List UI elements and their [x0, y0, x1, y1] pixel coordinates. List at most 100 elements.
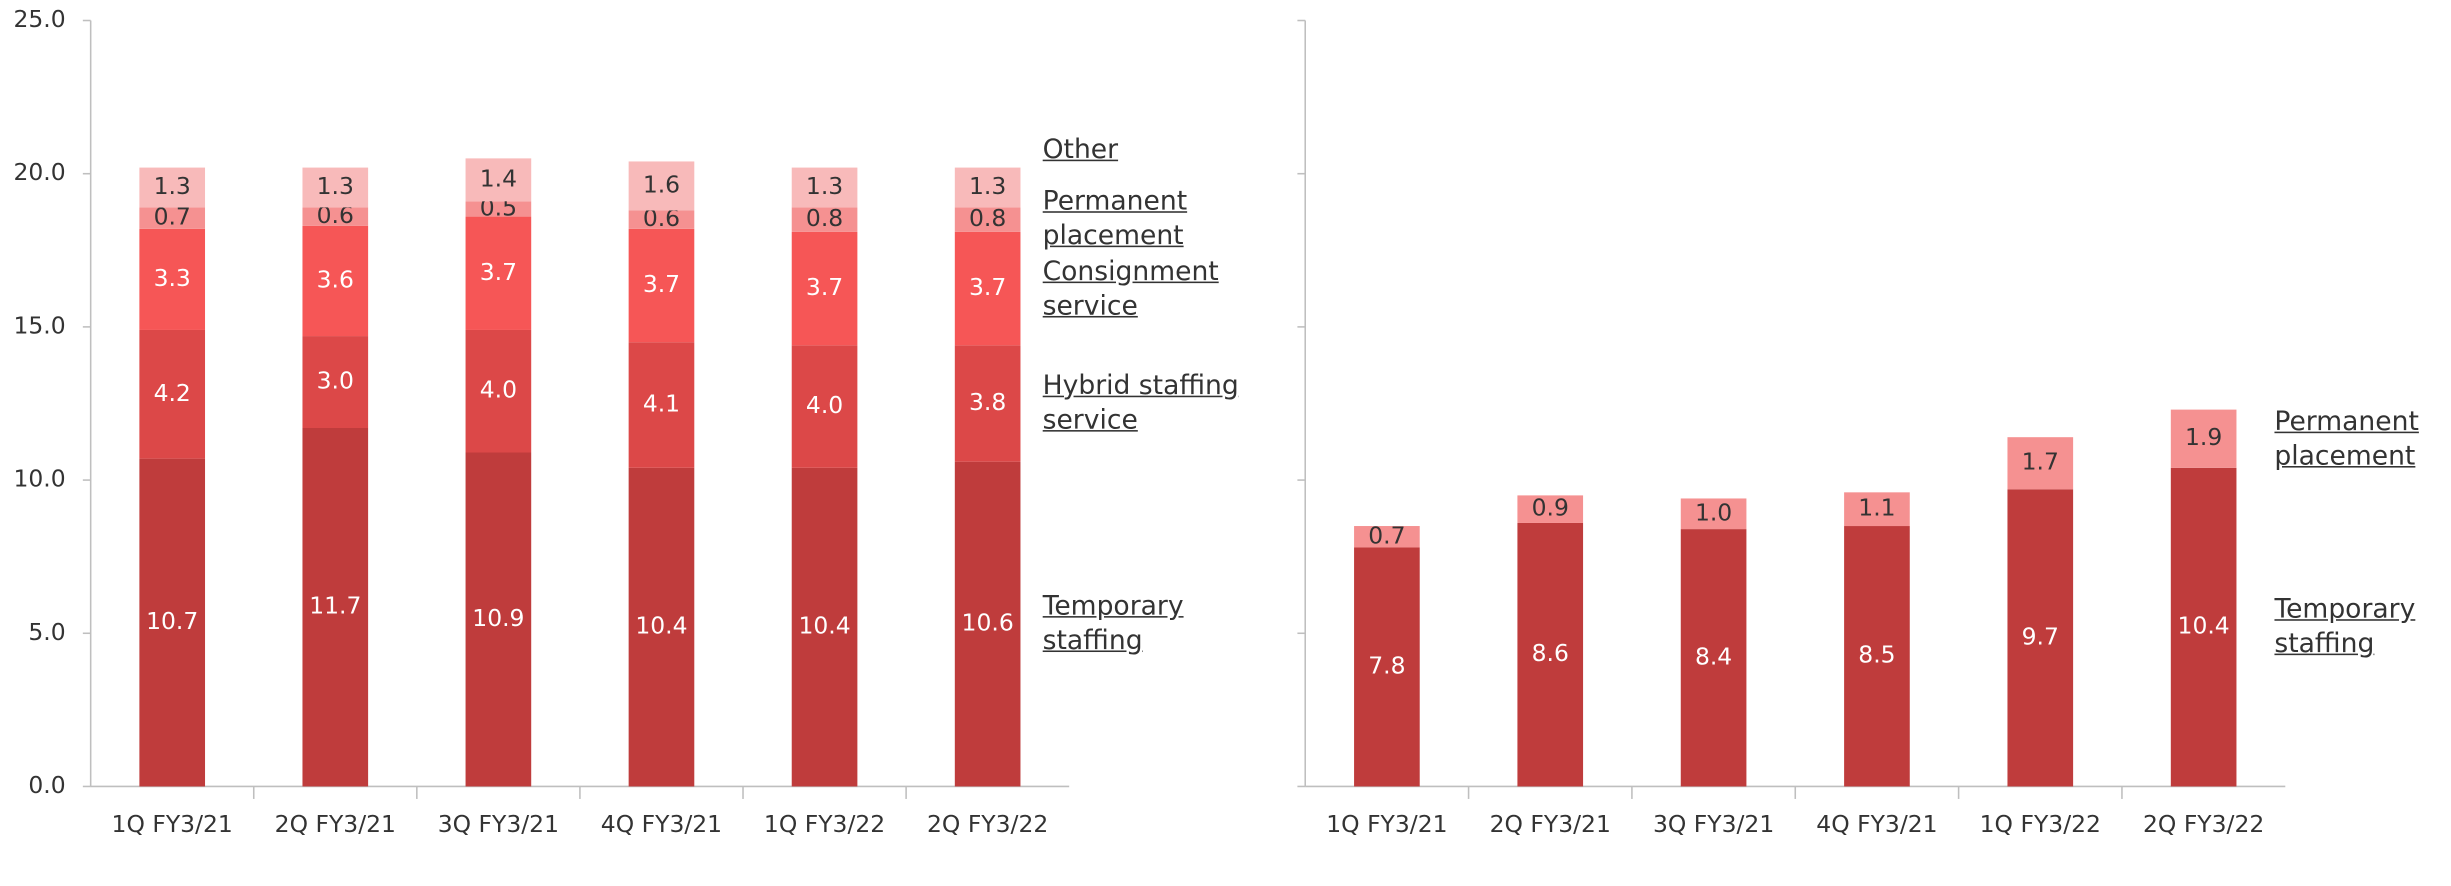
x-tick-label: 3Q FY3/21 [437, 809, 560, 839]
data-label: 1.1 [1858, 494, 1895, 522]
bar-segment [954, 207, 1021, 232]
x-tick-label: 2Q FY3/22 [926, 809, 1049, 839]
legend-label: Other [1042, 135, 1119, 167]
bar-segment [1844, 526, 1910, 787]
y-tick-label: 25.0 [13, 5, 65, 33]
x-tick-label: 3Q FY3/21 [1652, 809, 1775, 839]
x-tick-label-box: 1Q FY3/21 [111, 809, 233, 839]
x-tick-label-box: 1Q FY3/21 [1326, 809, 1448, 839]
legend-label-box: Permanent placement [2274, 406, 2419, 472]
data-label: 11.7 [309, 592, 361, 620]
x-tick-label-box: 1Q FY3/22 [763, 809, 886, 839]
y-tick-label: 0.0 [28, 771, 65, 799]
bar-segment [465, 329, 532, 453]
data-label: 1.0 [1695, 498, 1732, 526]
bar-segment [465, 201, 532, 217]
data-label: 9.7 [2022, 622, 2059, 650]
bar-segment [139, 458, 206, 787]
bar-segment [139, 228, 206, 330]
bar-segment [791, 167, 858, 208]
data-label: 1.3 [317, 172, 354, 200]
data-label: 10.4 [798, 612, 850, 640]
bar-segment [302, 207, 369, 226]
bar-segment [954, 345, 1021, 462]
bar-segment [302, 225, 369, 337]
bar-segment [139, 329, 206, 459]
bar-segment [791, 207, 858, 232]
bar-segment [139, 207, 206, 229]
x-tick-label-box: 1Q FY3/22 [1980, 810, 2101, 838]
data-label: 0.8 [969, 204, 1006, 232]
x-tick-label-box: 4Q FY3/21 [1816, 810, 1937, 838]
legend-label: Permanent placement [1042, 186, 1188, 253]
data-label: 1.9 [2185, 423, 2222, 451]
bar-segment [465, 158, 532, 202]
data-label: 10.7 [146, 607, 198, 635]
data-label: 3.7 [480, 258, 517, 286]
x-tick-label: 2Q FY3/22 [2142, 809, 2265, 839]
data-label: 3.7 [969, 273, 1006, 301]
legend-label: Hybrid staffing service [1042, 370, 1239, 437]
bar-segment [302, 336, 369, 428]
bar-segment [1517, 522, 1584, 787]
data-label: 0.8 [806, 204, 843, 232]
x-tick-label-box: 2Q FY3/21 [274, 809, 396, 839]
data-label: 3.6 [317, 265, 354, 293]
data-label: 3.7 [806, 273, 843, 301]
x-tick-label: 1Q FY3/21 [1326, 809, 1448, 839]
y-tick-label: 20.0 [13, 158, 65, 186]
x-tick-label: 2Q FY3/21 [274, 809, 396, 839]
bar-segment [1680, 498, 1747, 530]
bar-segment [954, 167, 1021, 208]
bar-segment [2007, 489, 2074, 787]
data-label: 4.0 [480, 376, 517, 404]
data-label: 8.5 [1858, 641, 1895, 669]
bar-segment [2170, 409, 2237, 468]
bar-segment [1354, 526, 1420, 548]
bar-segment [628, 210, 695, 229]
data-label: 1.3 [969, 172, 1006, 200]
bar-segment [954, 461, 1021, 787]
data-label: 3.3 [154, 264, 191, 292]
bar-segment [1844, 492, 1910, 527]
data-label: 4.2 [154, 379, 191, 407]
bar-segment [791, 345, 858, 468]
data-label: 1.7 [2022, 448, 2059, 476]
bar-segment [139, 167, 206, 208]
bar-segment [2007, 437, 2074, 490]
data-label: 1.3 [154, 172, 191, 200]
data-label: 1.4 [480, 164, 517, 192]
x-tick-label-box: 3Q FY3/21 [437, 809, 560, 839]
legend-label: Temporary staffing [1042, 591, 1184, 657]
data-label: 10.9 [472, 604, 524, 632]
x-tick-label-box: 3Q FY3/21 [1652, 809, 1775, 839]
x-tick-label: 1Q FY3/22 [763, 809, 886, 839]
data-label: 3.0 [317, 367, 354, 395]
bar-segment [628, 161, 695, 211]
data-label: 4.1 [643, 390, 680, 418]
data-label: 3.7 [643, 270, 680, 298]
bar-segment [2170, 467, 2237, 787]
x-tick-label-box: 2Q FY3/22 [2142, 809, 2265, 839]
bar-segment [465, 216, 532, 330]
y-tick-label: 5.0 [28, 618, 65, 646]
legend-label: Consignment service [1042, 255, 1219, 322]
legend-label-box: Other [1042, 135, 1119, 167]
data-label: 1.6 [643, 170, 680, 198]
data-label: 8.6 [1532, 639, 1569, 667]
y-tick-label: 15.0 [13, 311, 65, 339]
bar-segment [628, 342, 695, 468]
data-label: 10.6 [962, 609, 1014, 637]
legend-label-box: Temporary staffing [1042, 591, 1184, 657]
bar-segment [1517, 495, 1584, 523]
bar-segment [791, 231, 858, 346]
bar-segment [628, 467, 695, 787]
x-tick-label-box: 2Q FY3/21 [1489, 809, 1611, 839]
bar-segment [954, 231, 1021, 346]
x-tick-label: 2Q FY3/21 [1489, 809, 1611, 839]
x-tick-label: 1Q FY3/21 [111, 809, 233, 839]
bar-segment [302, 167, 369, 208]
data-label: 10.4 [635, 612, 687, 640]
legend-label-box: Permanent placement [1042, 186, 1188, 253]
